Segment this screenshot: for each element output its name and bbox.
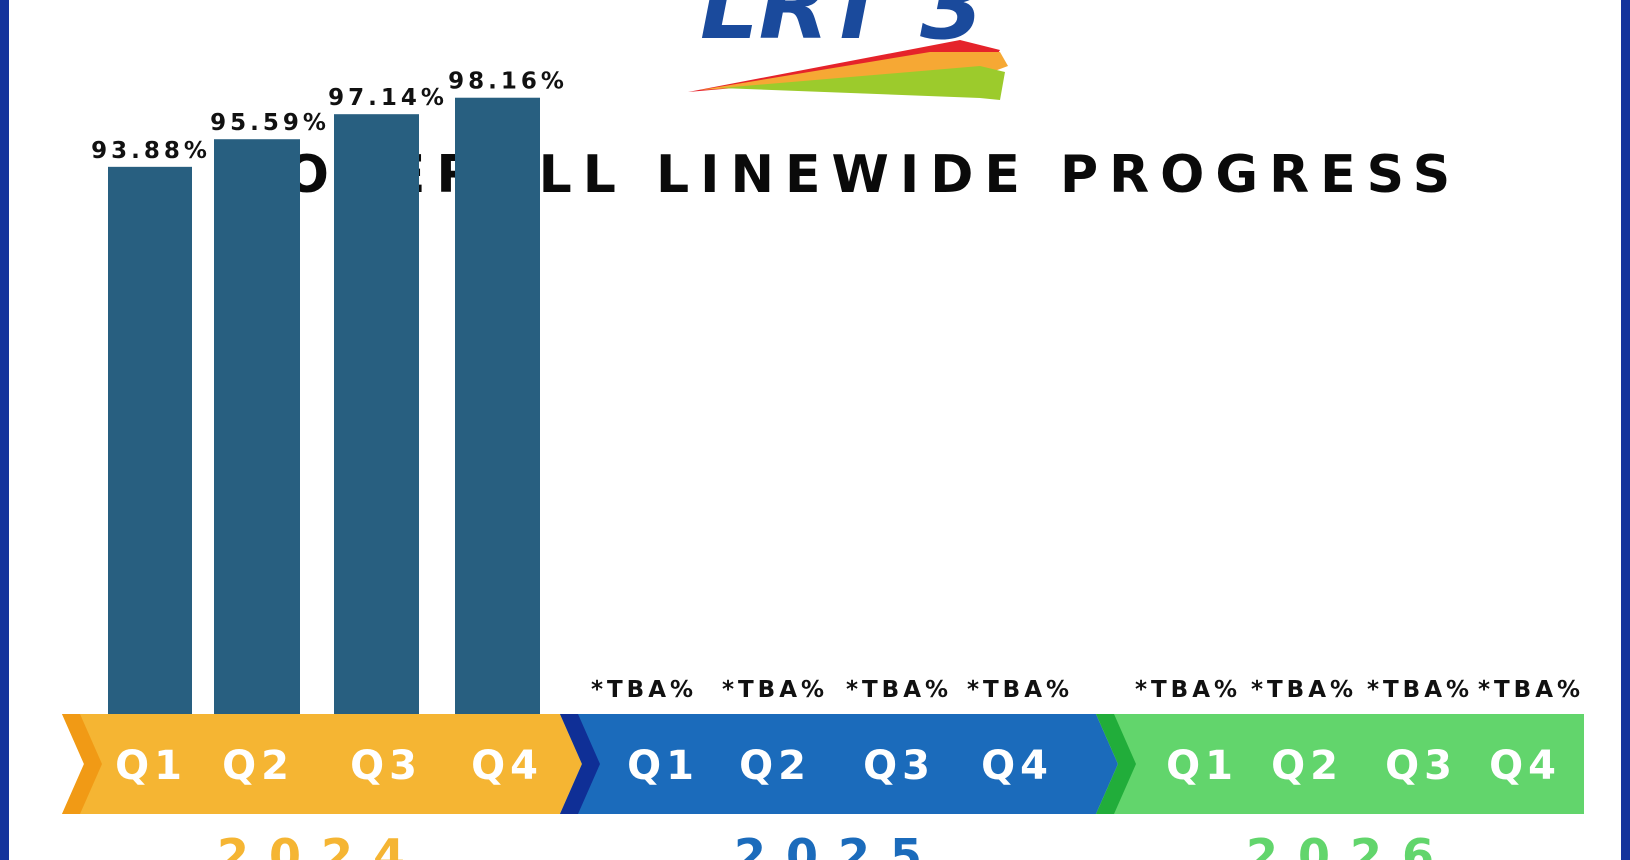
value-label-2025-q4: *TBA% (967, 677, 1073, 703)
year-band-edge-2025 (560, 714, 600, 814)
year-band-edge-2024 (62, 714, 102, 814)
quarter-label-2026-q4: Q4 (1489, 743, 1561, 789)
quarter-label-2024-q3: Q3 (350, 743, 422, 789)
year-band-2025 (560, 714, 1118, 814)
year-labels-layer: 2024 2025 2026 (217, 829, 1454, 860)
quarter-label-2024-q4: Q4 (471, 743, 543, 789)
value-label-2026-q2: *TBA% (1251, 677, 1357, 703)
quarter-label-2024-q1: Q1 (115, 743, 187, 789)
timeline-bands (62, 714, 1584, 814)
value-label-2024-q3: 97.14% (328, 85, 448, 111)
year-band-edge-2026 (1096, 714, 1136, 814)
bar-2024-q3 (334, 114, 419, 714)
logo-orange-swoosh (700, 52, 1008, 90)
bar-2024-q2 (214, 139, 300, 714)
quarter-label-2025-q2: Q2 (739, 743, 811, 789)
lrt3-logo: LRT 3 (688, 0, 1008, 100)
bars-layer (108, 97, 540, 714)
quarter-label-2025-q3: Q3 (863, 743, 935, 789)
bar-2024-q4 (455, 97, 540, 714)
value-labels-layer: 93.88%95.59%97.14%98.16%*TBA% *TBA% *TBA% *… (91, 69, 1584, 703)
quarter-label-2026-q3: Q3 (1385, 743, 1457, 789)
logo-green-swoosh (720, 66, 1005, 100)
value-label-2024-q1: 93.88% (91, 138, 211, 164)
year-band-2024 (62, 714, 582, 814)
year-label-2026: 2026 (1246, 829, 1454, 860)
value-label-2024-q4: 98.16% (448, 69, 568, 95)
value-label-2026-q1: *TBA% (1135, 677, 1241, 703)
value-label-2025-q2: *TBA% (722, 677, 828, 703)
year-band-2026 (1096, 714, 1584, 814)
quarter-labels-layer: Q1 Q2 Q3 Q4 Q1 Q2 Q3 Q4 Q1 Q2 Q3 Q4 (115, 743, 1561, 789)
value-label-2025-q3: *TBA% (846, 677, 952, 703)
value-label-2026-q4: *TBA% (1478, 677, 1584, 703)
value-label-2024-q2: 95.59% (210, 110, 330, 136)
quarter-label-2026-q1: Q1 (1166, 743, 1238, 789)
quarter-label-2025-q1: Q1 (627, 743, 699, 789)
quarter-label-2025-q4: Q4 (981, 743, 1053, 789)
logo-red-swoosh (688, 40, 1000, 92)
value-label-2026-q3: *TBA% (1367, 677, 1473, 703)
bar-2024-q1 (108, 166, 192, 714)
value-label-2025-q1: *TBA% (591, 677, 697, 703)
year-label-2025: 2025 (734, 829, 942, 860)
quarter-label-2026-q2: Q2 (1271, 743, 1343, 789)
quarter-label-2024-q2: Q2 (222, 743, 294, 789)
year-label-2024: 2024 (217, 829, 425, 860)
